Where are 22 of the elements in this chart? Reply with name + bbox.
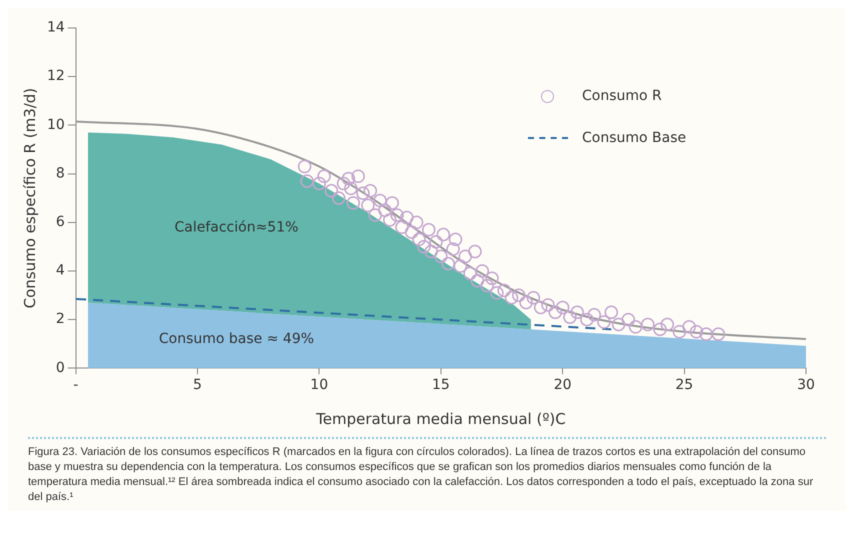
y-tick-label: 2 xyxy=(56,311,65,328)
x-tick-label: 20 xyxy=(554,377,572,394)
x-axis-title: Temperatura media mensual (º)C xyxy=(315,410,566,428)
legend-label: Consumo R xyxy=(582,88,662,104)
x-tick-label: 10 xyxy=(310,377,328,394)
y-tick-label: 6 xyxy=(56,214,65,230)
y-tick-label: 10 xyxy=(46,116,65,133)
annotation: Consumo base ≈ 49% xyxy=(158,331,314,348)
y-tick-label: 12 xyxy=(46,68,65,84)
text: Figura 23. Variación de los consumos específicos R (marcados en la figura con círculos colorados). La línea de trazos cortos es una extrapolación del consumo base y muestra su dependencia con la temperatura. Los consumos específicos que se grafican son los promedios diarios mensuales como función de la temperatura media mensual.¹² El área sombreada indica el consumo asociado con la calefacción. Los datos corresponden a todo el país, exceptuado la zona sur del país.¹ xyxy=(28,437,826,511)
legend-label: Consumo Base xyxy=(582,130,686,146)
y-tick-label: 0 xyxy=(56,360,65,376)
y-axis-title: Consumo específico R (m3/d) xyxy=(20,88,39,308)
x-tick-label: - xyxy=(73,377,78,394)
x-tick-label: 15 xyxy=(432,377,450,394)
y-tick-label: 14 xyxy=(46,20,65,36)
x-tick-label: 25 xyxy=(675,377,694,394)
annotation: Calefacción≈51% xyxy=(174,219,298,236)
y-tick-label: 8 xyxy=(56,165,65,182)
y-tick-label: 4 xyxy=(56,262,65,279)
x-tick-label: 30 xyxy=(797,377,815,394)
x-tick-label: 5 xyxy=(193,377,202,394)
